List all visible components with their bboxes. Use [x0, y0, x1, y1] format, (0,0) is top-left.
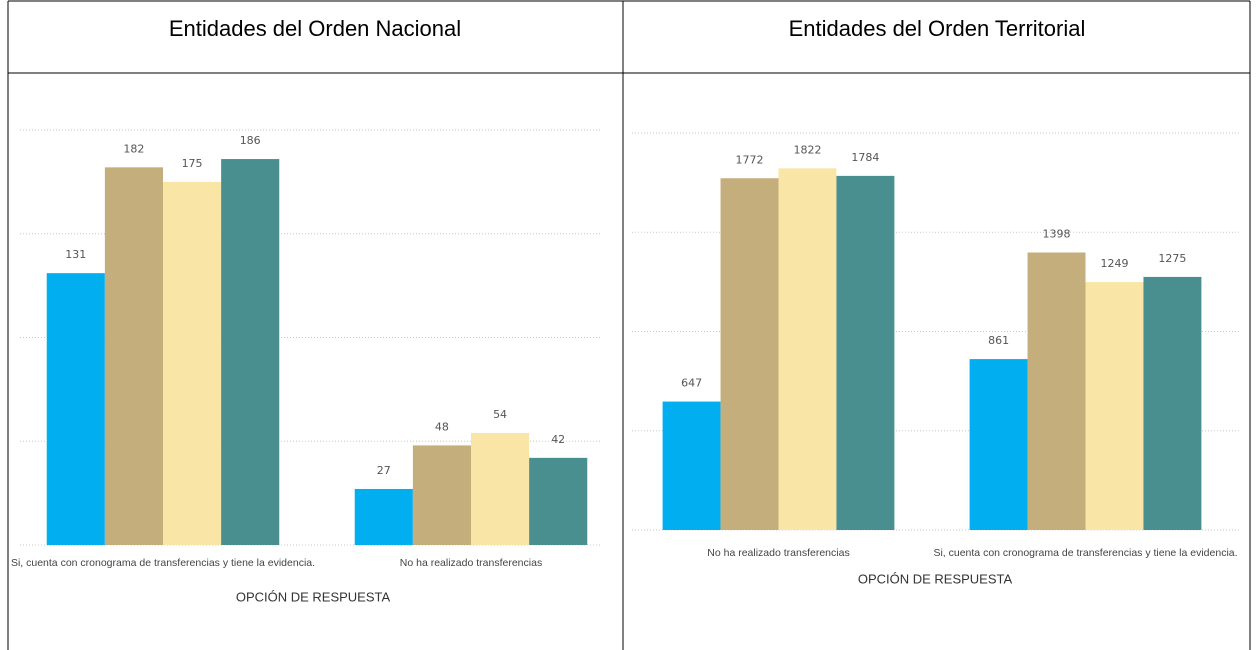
- bar: [221, 159, 280, 546]
- data-label: 186: [240, 134, 261, 147]
- bar: [720, 178, 779, 530]
- data-label: 182: [123, 142, 144, 155]
- bar: [778, 168, 837, 530]
- x-axis-title: OPCIÓN DE RESPUESTA: [858, 571, 1013, 586]
- x-tick-label: Si, cuenta con cronograma de transferenc…: [11, 557, 315, 569]
- chart-title: Entidades del Orden Territorial: [789, 16, 1086, 41]
- bar: [1143, 276, 1202, 530]
- x-tick-label: Si, cuenta con cronograma de transferenc…: [933, 547, 1237, 559]
- data-label: 1822: [793, 143, 821, 156]
- bar: [412, 445, 471, 545]
- data-label: 48: [435, 420, 449, 433]
- data-label: 1398: [1043, 227, 1071, 240]
- data-label: 175: [182, 157, 203, 170]
- bar: [354, 488, 413, 545]
- data-label: 131: [65, 248, 86, 261]
- data-label: 1249: [1100, 257, 1128, 270]
- bar: [46, 273, 105, 545]
- bar: [529, 457, 588, 545]
- x-tick-label: No ha realizado transferencias: [707, 547, 849, 559]
- bar: [1085, 282, 1144, 530]
- bar: [1027, 252, 1086, 530]
- bar: [969, 359, 1028, 530]
- bar: [836, 175, 895, 530]
- data-label: 27: [377, 464, 391, 477]
- data-label: 42: [551, 433, 565, 446]
- data-label: 1784: [851, 151, 879, 164]
- bar: [662, 401, 721, 530]
- bar: [163, 181, 222, 545]
- data-label: 1275: [1158, 252, 1186, 265]
- data-label: 647: [681, 377, 702, 390]
- data-label: 861: [988, 334, 1009, 347]
- bar: [104, 167, 163, 545]
- data-label: 54: [493, 408, 507, 421]
- bar: [471, 432, 530, 545]
- x-axis-title: OPCIÓN DE RESPUESTA: [236, 589, 391, 604]
- chart-title: Entidades del Orden Nacional: [169, 16, 461, 41]
- data-label: 1772: [736, 153, 764, 166]
- x-tick-label: No ha realizado transferencias: [400, 557, 542, 569]
